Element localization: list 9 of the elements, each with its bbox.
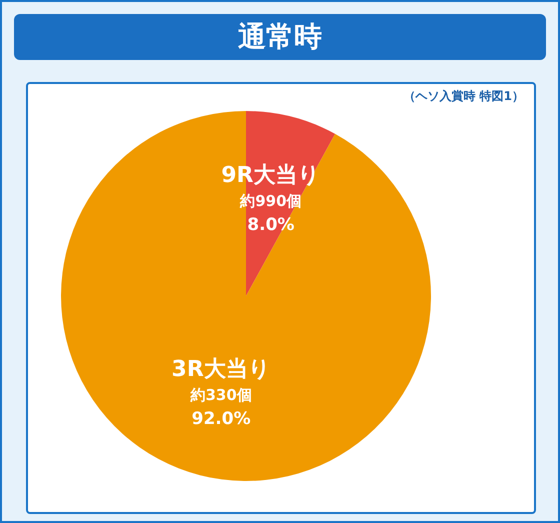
slice-label: 9R大当り <box>221 163 320 188</box>
chart-title: 通常時 <box>14 14 546 60</box>
data-label: 92.0% <box>192 408 251 429</box>
text: 約990個 <box>239 192 302 210</box>
text: （ヘソ入賞時 特図1） <box>403 88 524 105</box>
text: 約330個 <box>189 386 252 404</box>
pie-slice <box>61 111 431 481</box>
data-label: 8.0% <box>247 215 294 236</box>
slice-label: 3R大当り <box>172 356 271 382</box>
